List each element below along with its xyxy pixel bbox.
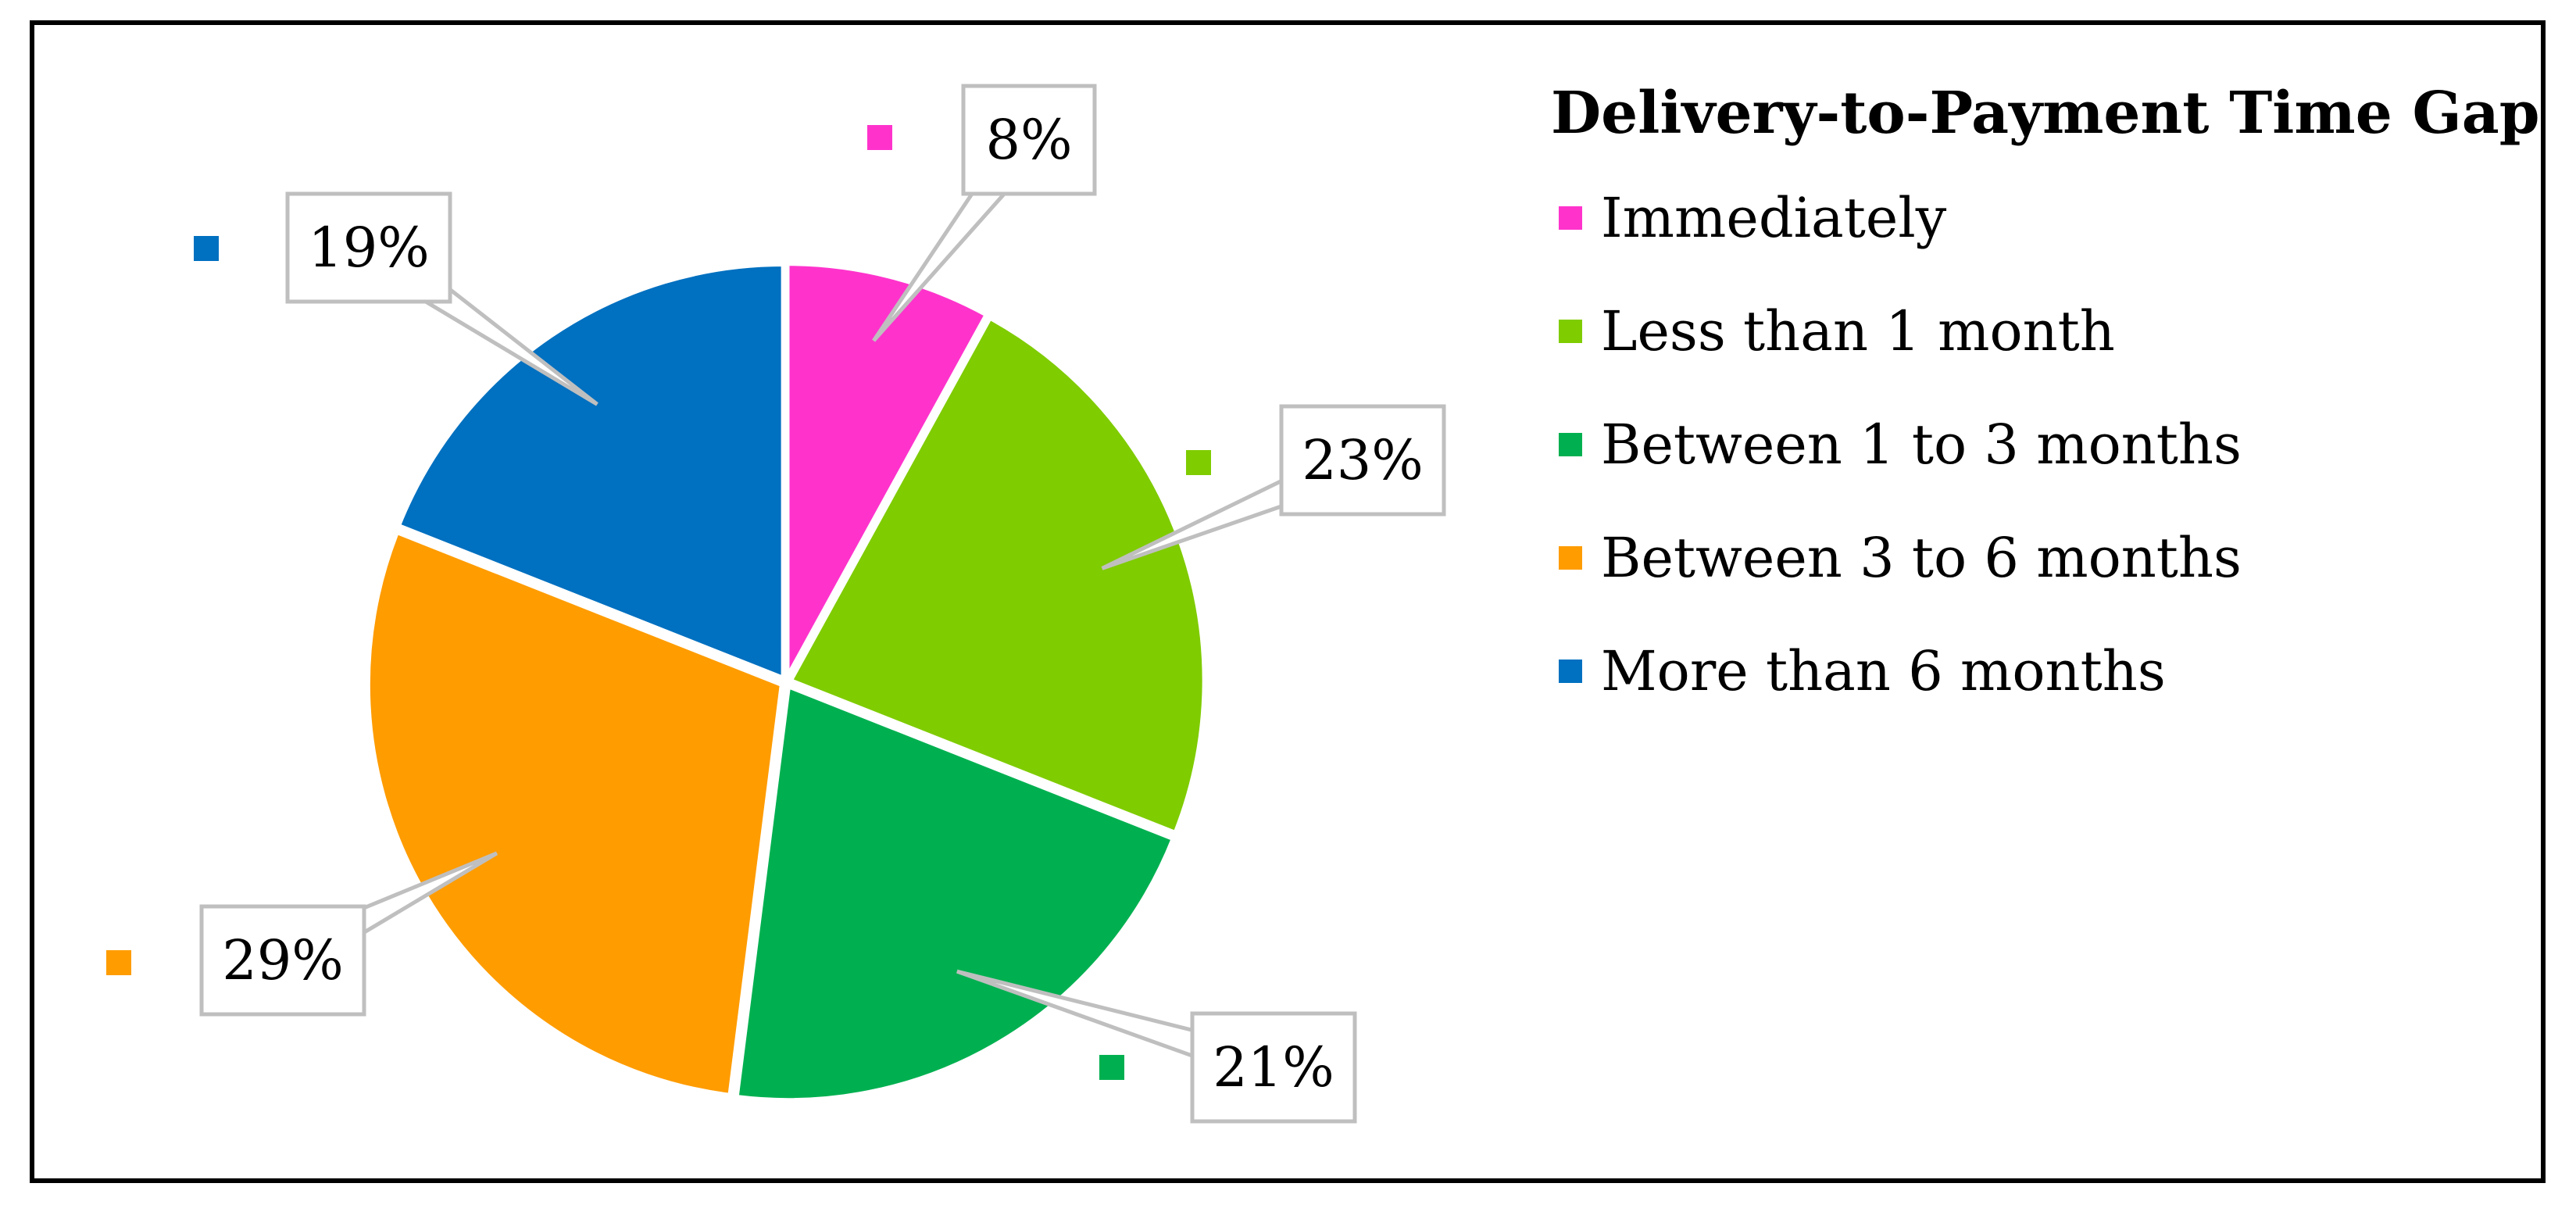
data-label-text: 23%	[1302, 428, 1424, 492]
legend-items: Immediately Less than 1 month Between 1 to…	[1551, 161, 2539, 727]
data-label-5: 19%	[194, 191, 598, 406]
data-label-swatch	[194, 236, 219, 261]
pie-slice-1	[784, 261, 989, 681]
data-label-text: 29%	[222, 928, 344, 992]
legend-swatch	[1559, 659, 1582, 683]
data-label-3: 21%	[956, 969, 1357, 1124]
callout-box	[285, 191, 452, 304]
legend-item: Between 3 to 6 months	[1551, 501, 2539, 614]
legend-swatch	[1559, 432, 1582, 456]
legend-label: Less than 1 month	[1601, 298, 2115, 363]
callout-box	[1190, 1011, 1357, 1124]
data-label-swatch	[1186, 450, 1211, 475]
data-label-2: 23%	[1101, 404, 1446, 570]
legend-label: Between 3 to 6 months	[1601, 525, 2242, 590]
pie-slices	[365, 261, 1207, 1103]
legend-item: Between 1 to 3 months	[1551, 388, 2539, 501]
data-label-swatch	[1099, 1055, 1124, 1080]
callout-box	[1279, 404, 1446, 517]
legend-swatch	[1559, 206, 1582, 230]
legend-title: Delivery-to-Payment Time Gap	[1551, 80, 2540, 147]
pie-slice-5	[395, 262, 786, 681]
callout-box	[199, 904, 366, 1017]
data-label-text: 8%	[985, 108, 1072, 172]
legend-item: Less than 1 month	[1551, 274, 2539, 388]
legend: Delivery-to-Payment Time Gap Immediately…	[1551, 80, 2539, 727]
legend-item: More than 6 months	[1551, 614, 2539, 727]
legend-label: Between 1 to 3 months	[1601, 412, 2242, 477]
data-label-1: 8%	[867, 84, 1097, 342]
pie-slice-3	[734, 684, 1176, 1103]
legend-swatch	[1559, 319, 1582, 343]
legend-swatch	[1559, 545, 1582, 570]
legend-item: Immediately	[1551, 161, 2539, 274]
data-label-callouts: 8% 23% 21% 29% 19%	[106, 84, 1446, 1124]
legend-label: More than 6 months	[1601, 638, 2166, 703]
legend-label: Immediately	[1601, 185, 1947, 250]
data-label-text: 21%	[1213, 1035, 1334, 1099]
data-label-swatch	[106, 950, 131, 975]
callout-box	[961, 84, 1097, 196]
data-label-4: 29%	[106, 851, 498, 1017]
data-label-text: 19%	[308, 216, 430, 280]
data-label-swatch	[867, 125, 892, 150]
